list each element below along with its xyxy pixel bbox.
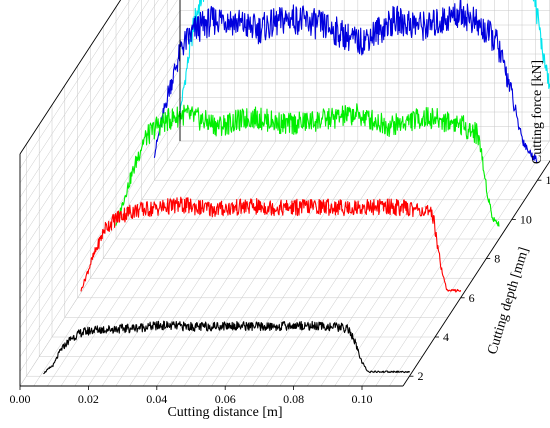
series-line-depth-12 bbox=[153, 0, 538, 164]
tick-labels: 0.000.020.040.060.080.102468101214024681… bbox=[10, 173, 550, 406]
x-tick-label: 0.10 bbox=[352, 392, 373, 406]
floor-gridline bbox=[293, 140, 454, 387]
floor-gridline bbox=[361, 140, 523, 387]
series-line-depth-6 bbox=[80, 196, 462, 293]
side-wall-gridline bbox=[19, 0, 150, 198]
x-tick-label: 0.00 bbox=[10, 392, 31, 406]
floor-gridline bbox=[33, 140, 194, 387]
side-wall-gridline bbox=[19, 0, 159, 213]
x-tick-label: 0.02 bbox=[78, 392, 99, 406]
grid bbox=[19, 0, 550, 387]
side-wall-gridline bbox=[19, 39, 181, 285]
floor-gridline bbox=[129, 140, 290, 387]
series-line-depth-2 bbox=[43, 320, 410, 375]
floor-gridline bbox=[279, 140, 441, 387]
x-axis-title: Cutting distance [m] bbox=[167, 405, 282, 420]
y-tick-label: 12 bbox=[545, 173, 550, 187]
floor-gridline bbox=[211, 140, 372, 387]
floor-gridline bbox=[334, 140, 495, 387]
side-wall-gridline bbox=[19, 10, 181, 256]
floor-gridline bbox=[348, 140, 509, 387]
floor-gridline bbox=[389, 140, 550, 387]
floor-gridline bbox=[101, 140, 263, 387]
side-wall-gridline bbox=[19, 0, 140, 184]
floor-gridline bbox=[88, 140, 249, 387]
y-tick-label: 6 bbox=[469, 291, 475, 305]
axes bbox=[19, 0, 550, 390]
y-tick-label: 4 bbox=[443, 330, 449, 344]
side-wall-gridline bbox=[19, 0, 169, 227]
y-axis-title: Cutting depth [mm] bbox=[485, 246, 532, 357]
x-tick-label: 0.04 bbox=[146, 392, 167, 406]
series-lines bbox=[43, 0, 550, 375]
side-wall-gridline bbox=[19, 111, 181, 358]
side-wall-gridline bbox=[19, 97, 181, 343]
floor-gridline bbox=[252, 140, 413, 387]
y-tick-label: 8 bbox=[494, 252, 500, 266]
floor-gridline bbox=[47, 140, 208, 387]
box-top-edge bbox=[19, 0, 122, 155]
floor-gridline bbox=[183, 140, 345, 387]
y-tick-label: 2 bbox=[417, 369, 423, 383]
side-wall-gridline bbox=[19, 0, 178, 242]
floor-gridline bbox=[266, 140, 427, 387]
side-wall-gridline bbox=[19, 68, 181, 314]
floor-gridline bbox=[170, 140, 331, 387]
floor-gridline bbox=[238, 140, 400, 387]
floor-gridline bbox=[19, 140, 181, 387]
floor-gridline bbox=[142, 140, 304, 387]
floor-gridline bbox=[60, 140, 222, 387]
side-wall-gridline bbox=[19, 24, 181, 271]
y-tick-label: 10 bbox=[520, 212, 532, 226]
x-tick-label: 0.08 bbox=[283, 392, 304, 406]
side-wall-gridline bbox=[19, 53, 181, 300]
side-wall-gridline bbox=[19, 126, 181, 372]
floor-gridline bbox=[156, 140, 318, 387]
floor-gridline bbox=[320, 140, 482, 387]
floor-gridline bbox=[74, 140, 235, 387]
side-wall-gridline bbox=[19, 0, 121, 155]
floor-gridline bbox=[375, 140, 536, 387]
floor-gridline bbox=[402, 160, 550, 387]
y-axis-line bbox=[402, 160, 550, 387]
x-tick-label: 0.06 bbox=[215, 392, 236, 406]
floor-gridline bbox=[197, 140, 359, 387]
z-axis-title: Cutting force [kN] bbox=[530, 60, 545, 164]
floor-gridline bbox=[307, 140, 468, 387]
side-wall-gridline bbox=[19, 0, 131, 169]
floor-gridline bbox=[224, 140, 386, 387]
floor-gridline bbox=[115, 140, 276, 387]
